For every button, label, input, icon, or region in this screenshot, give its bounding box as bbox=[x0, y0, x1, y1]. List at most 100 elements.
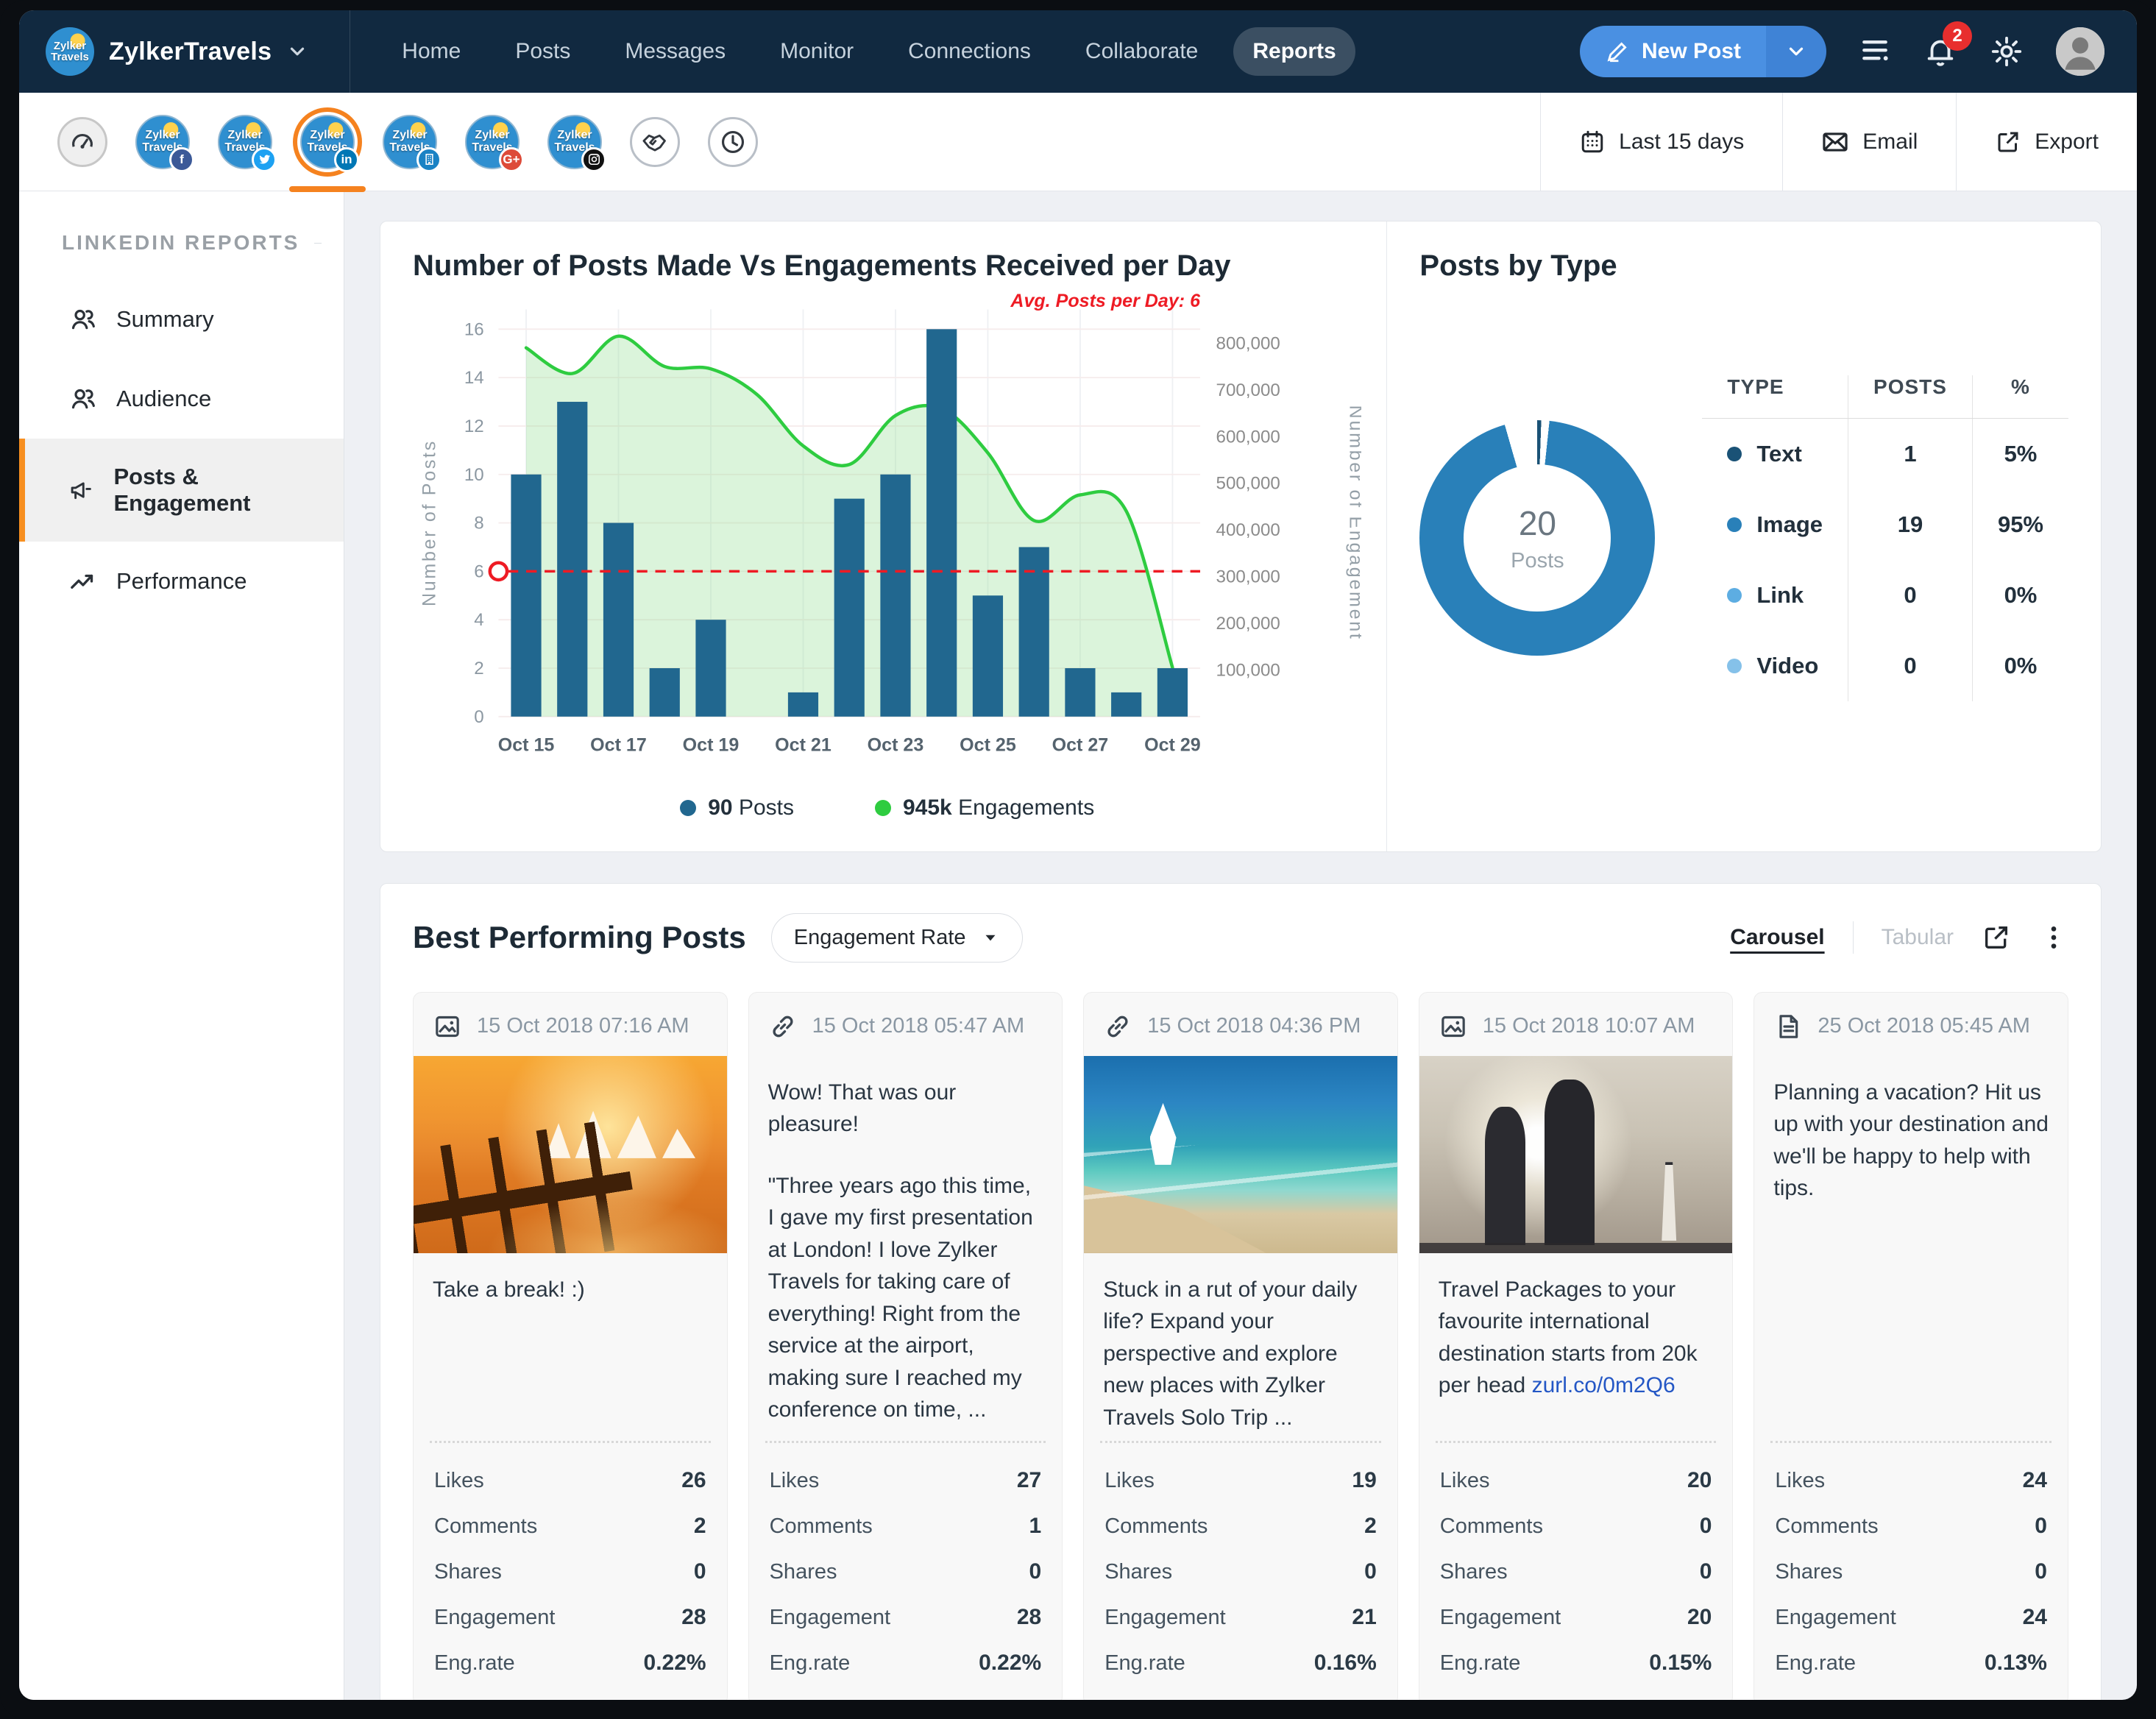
stat-value: 0 bbox=[1699, 1559, 1712, 1584]
export-button[interactable]: Export bbox=[1956, 93, 2137, 191]
stat-label: Eng.rate bbox=[1439, 1651, 1521, 1675]
type-table-row: Text 1 5% bbox=[1702, 418, 2068, 489]
svg-text:Number of Engagement: Number of Engagement bbox=[1345, 405, 1361, 641]
channel-history[interactable] bbox=[708, 116, 758, 167]
new-post-button[interactable]: New Post bbox=[1579, 26, 1826, 77]
post-card[interactable]: 25 Oct 2018 05:45 AM Planning a vacation… bbox=[1753, 991, 2068, 1700]
channel-facebook[interactable]: Zylker Travels f bbox=[135, 114, 194, 172]
stat-label: Likes bbox=[1104, 1468, 1155, 1492]
date-range-button[interactable]: Last 15 days bbox=[1540, 93, 1782, 191]
type-table-row: Link 0 0% bbox=[1702, 559, 2068, 631]
svg-text:8: 8 bbox=[474, 514, 483, 534]
image-icon bbox=[1439, 1012, 1468, 1041]
nav-item-posts[interactable]: Posts bbox=[515, 39, 571, 63]
channel-google-plus[interactable]: Zylker Travels G+ bbox=[465, 114, 524, 172]
post-image bbox=[414, 1055, 727, 1253]
email-button[interactable]: Email bbox=[1782, 93, 1956, 191]
stat-label: Shares bbox=[769, 1559, 837, 1584]
channel-partners[interactable] bbox=[630, 116, 680, 167]
stat-label: Shares bbox=[1775, 1559, 1843, 1584]
sidebar-item-performance[interactable]: Performance bbox=[19, 542, 344, 621]
type-posts: 0 bbox=[1848, 559, 1973, 631]
stat-row: Engagement 28 bbox=[434, 1595, 706, 1640]
kebab-menu-icon[interactable] bbox=[2039, 923, 2068, 952]
nav-item-reports[interactable]: Reports bbox=[1233, 27, 1355, 76]
post-short-link[interactable]: zurl.co/0m2Q6 bbox=[1531, 1373, 1675, 1398]
channel-toolbar: Zylker Travels f Zylker Travels Zylker Travels… bbox=[19, 93, 2137, 191]
sidebar-item-summary[interactable]: Summary bbox=[19, 280, 344, 359]
facebook-badge-icon: f bbox=[169, 146, 194, 172]
notifications-bell-icon[interactable]: 2 bbox=[1923, 21, 1972, 68]
donut-center-value: 20 bbox=[1518, 503, 1556, 542]
user-avatar[interactable] bbox=[2056, 27, 2104, 76]
nav-item-monitor[interactable]: Monitor bbox=[780, 39, 854, 63]
channel-linkedin-company[interactable]: Zylker Travels bbox=[383, 114, 442, 172]
posts-by-type-donut: 20 Posts bbox=[1419, 420, 1656, 656]
post-card[interactable]: 15 Oct 2018 10:07 AM Travel Packages to … bbox=[1418, 991, 1734, 1700]
linkedin-badge-icon: in bbox=[334, 146, 359, 172]
channel-linkedin[interactable]: Zylker Travels in bbox=[300, 114, 359, 172]
svg-text:Oct 19: Oct 19 bbox=[683, 734, 740, 755]
nav-item-connections[interactable]: Connections bbox=[908, 39, 1031, 63]
sidebar-item-label: Summary bbox=[116, 306, 214, 332]
posts-by-type-section: Posts by Type 20 Posts TYPE POSTS% Text 1 5… bbox=[1387, 221, 2101, 851]
channel-strip: Zylker Travels f Zylker Travels Zylker Travels… bbox=[57, 114, 758, 172]
sidebar-item-audience[interactable]: Audience bbox=[19, 359, 344, 439]
stat-row: Comments 2 bbox=[434, 1503, 706, 1549]
stat-value: 0 bbox=[693, 1559, 706, 1584]
stat-row: Eng.rate 0.22% bbox=[434, 1640, 706, 1686]
post-caption: Wow! That was our pleasure! "Three years … bbox=[767, 1080, 1033, 1422]
sidebar-item-label: Performance bbox=[116, 568, 247, 594]
stat-label: Engagement bbox=[1104, 1605, 1226, 1629]
stat-label: Shares bbox=[434, 1559, 502, 1584]
stat-row: Shares 0 bbox=[1775, 1549, 2047, 1595]
type-table-row: Video 0 0% bbox=[1702, 630, 2068, 701]
stat-row: Engagement 21 bbox=[1104, 1595, 1377, 1640]
link-icon bbox=[768, 1012, 798, 1041]
report-actions: Last 15 days Email Export bbox=[1540, 93, 2137, 191]
nav-item-collaborate[interactable]: Collaborate bbox=[1085, 39, 1199, 63]
brand-switcher[interactable]: Zylker Travels ZylkerTravels bbox=[46, 10, 351, 93]
post-card[interactable]: 15 Oct 2018 07:16 AM Take a break! :) Li… bbox=[413, 991, 728, 1700]
google-plus-badge-icon: G+ bbox=[499, 146, 524, 172]
posts-vs-engagements-panel: Number of Posts Made Vs Engagements Rece… bbox=[380, 221, 2102, 852]
brand-avatar: Zylker Travels bbox=[300, 114, 355, 169]
svg-text:Oct 17: Oct 17 bbox=[590, 734, 647, 755]
svg-text:Number of Posts: Number of Posts bbox=[419, 439, 439, 606]
channel-instagram[interactable]: Zylker Travels bbox=[547, 114, 606, 172]
stat-value: 27 bbox=[1016, 1468, 1042, 1493]
stat-label: Comments bbox=[1775, 1514, 1879, 1538]
post-card[interactable]: 15 Oct 2018 04:36 PM Stuck in a rut of y… bbox=[1083, 991, 1398, 1700]
svg-text:700,000: 700,000 bbox=[1216, 380, 1280, 400]
sidebar-item-posts-engagement[interactable]: Posts & Engagement bbox=[19, 439, 344, 542]
channel-twitter[interactable]: Zylker Travels bbox=[218, 114, 277, 172]
image-icon bbox=[433, 1012, 462, 1041]
stat-value: 0 bbox=[1029, 1559, 1042, 1584]
post-date: 15 Oct 2018 04:36 PM bbox=[1147, 1014, 1361, 1038]
channel-reports-overview[interactable] bbox=[57, 116, 107, 167]
post-date: 15 Oct 2018 05:47 AM bbox=[812, 1014, 1025, 1038]
nav-item-home[interactable]: Home bbox=[402, 39, 461, 63]
type-pct: 0% bbox=[1971, 630, 2068, 701]
type-label: Link bbox=[1702, 560, 1848, 631]
activity-menu-icon[interactable] bbox=[1859, 35, 1891, 68]
megaphone-icon bbox=[68, 475, 94, 505]
link-icon bbox=[1103, 1012, 1132, 1041]
type-posts: 0 bbox=[1848, 630, 1973, 701]
open-external-icon[interactable] bbox=[1982, 923, 2011, 952]
settings-gear-icon[interactable] bbox=[1990, 35, 2024, 68]
svg-text:Oct 25: Oct 25 bbox=[960, 734, 1016, 755]
stat-value: 2 bbox=[693, 1514, 706, 1539]
legend-posts: 90 Posts bbox=[680, 795, 794, 820]
post-card[interactable]: 15 Oct 2018 05:47 AM Wow! That was our p… bbox=[748, 991, 1063, 1700]
sort-metric-select[interactable]: Engagement Rate bbox=[770, 912, 1023, 963]
type-color-dot bbox=[1727, 587, 1742, 603]
chart-legend: 90 Posts 945k Engagements bbox=[413, 788, 1361, 832]
new-post-dropdown[interactable] bbox=[1766, 26, 1826, 77]
view-toggle-carousel[interactable]: Carousel bbox=[1730, 925, 1825, 950]
stat-value: 21 bbox=[1352, 1605, 1377, 1630]
nav-item-messages[interactable]: Messages bbox=[625, 39, 726, 63]
svg-text:16: 16 bbox=[464, 319, 484, 339]
view-toggle-tabular[interactable]: Tabular bbox=[1881, 925, 1954, 950]
